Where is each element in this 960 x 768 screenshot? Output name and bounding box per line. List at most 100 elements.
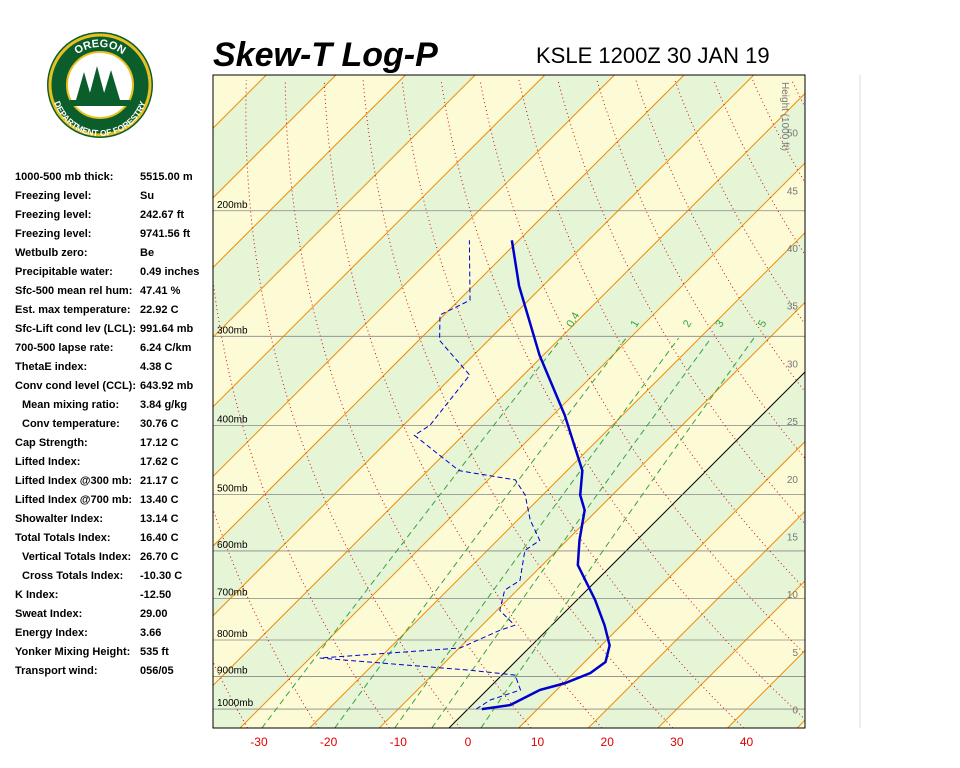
index-value: 3.66: [140, 627, 161, 639]
index-label: Showalter Index:: [15, 513, 103, 525]
y2-tick-label: 35: [787, 302, 799, 313]
isotherm: [213, 75, 406, 269]
isotherm: [213, 75, 476, 338]
isotherm: [587, 510, 805, 728]
isotherm: [518, 440, 805, 728]
index-value: 13.40 C: [140, 494, 179, 506]
index-value: -10.30 C: [140, 570, 182, 582]
isotherm: [213, 75, 685, 547]
index-label: Energy Index:: [15, 627, 88, 639]
mixing-ratio-label: 5: [756, 318, 769, 329]
isotherm: [213, 75, 337, 199]
index-value: 26.70 C: [140, 551, 179, 563]
index-value: 991.64 mb: [140, 323, 193, 335]
isotherm: [239, 162, 805, 728]
y-tick-label: 700mb: [217, 588, 248, 599]
x-tick-label: -10: [390, 735, 408, 749]
y2-tick-label: 20: [787, 475, 799, 486]
dry-adiabat: [245, 79, 461, 728]
dry-adiabat: [674, 79, 805, 325]
x-tick-label: -30: [250, 735, 268, 749]
x-tick-label: 20: [601, 735, 615, 749]
y2-tick-label: 0: [792, 706, 798, 717]
isotherm: [213, 75, 755, 617]
index-label: Lifted Index @300 mb:: [15, 475, 132, 487]
index-value: Su: [140, 190, 154, 202]
index-label: Vertical Totals Index:: [22, 551, 131, 563]
isotherm: [657, 580, 805, 728]
index-label: 1000-500 mb thick:: [15, 171, 113, 183]
index-value: 9741.56 ft: [140, 228, 190, 240]
isotherm-band: [213, 75, 805, 686]
index-value: 535 ft: [140, 646, 169, 658]
logo-trees: [76, 66, 120, 100]
index-label: Sfc-Lift cond lev (LCL):: [15, 323, 136, 335]
index-label: Freezing level:: [15, 228, 91, 240]
index-label: Precipitable water:: [15, 266, 113, 278]
y2-axis-label: Height (1000 ft): [779, 82, 790, 151]
index-value: 242.67 ft: [140, 209, 184, 221]
dry-adiabat: [479, 79, 805, 655]
isotherm: [867, 75, 960, 728]
index-label: Freezing level:: [15, 209, 91, 221]
index-label: 700-500 lapse rate:: [15, 342, 113, 354]
y-tick-label: 900mb: [217, 665, 248, 676]
logo-top-text: OREGON: [72, 38, 127, 57]
index-value: -12.50: [140, 589, 171, 601]
index-label: Sweat Index:: [15, 608, 82, 620]
dry-adiabat: [909, 80, 960, 728]
index-label: Conv cond level (CCL):: [15, 380, 136, 392]
index-value: 0.49 inches: [140, 266, 199, 278]
y2-tick-label: 50: [787, 129, 799, 140]
index-value: 30.76 C: [140, 418, 179, 430]
index-label: Est. max temperature:: [15, 304, 131, 316]
y2-tick-label: 25: [787, 417, 799, 428]
logo-border: [48, 33, 152, 137]
axes: 1000mb 900mb 800mb 700mb 600mb 500mb 400mb 300m…: [217, 82, 798, 749]
x-tick-label: 40: [740, 735, 754, 749]
index-value: 22.92 C: [140, 304, 179, 316]
index-label: ThetaE index:: [15, 361, 87, 373]
index-value: 17.12 C: [140, 437, 179, 449]
index-value: 17.62 C: [140, 456, 179, 468]
index-label: Lifted Index:: [15, 456, 80, 468]
index-label: Sfc-500 mean rel hum:: [15, 285, 132, 297]
isotherm-band: [213, 93, 805, 728]
isotherm: [378, 301, 805, 728]
y2-tick-label: 5: [792, 648, 798, 659]
y-tick-label: 500mb: [217, 483, 248, 494]
index-value: 3.84 g/kg: [140, 399, 187, 411]
y2-tick-label: 30: [787, 359, 799, 370]
mixing-ratio-label: 1: [628, 318, 641, 329]
y-tick-label: 400mb: [217, 414, 248, 425]
index-label: Cap Strength:: [15, 437, 88, 449]
dry-adiabat: [213, 277, 390, 728]
index-label: Transport wind:: [15, 665, 98, 677]
x-tick-label: 10: [531, 735, 545, 749]
y-tick-label: 800mb: [217, 629, 248, 640]
y-tick-label: 1000mb: [217, 698, 254, 709]
temperature-line: [481, 240, 611, 711]
x-tick-label: 0: [465, 735, 472, 749]
mixing-ratio-line: [261, 337, 563, 728]
x-tick-label: 30: [670, 735, 684, 749]
mixing-ratio-line: [394, 337, 680, 728]
dry-adiabat: [870, 80, 960, 728]
zero-isotherm: [448, 371, 805, 728]
y-tick-label: 300mb: [217, 325, 248, 336]
index-value: 21.17 C: [140, 475, 179, 487]
index-value: Be: [140, 247, 154, 259]
index-value: 056/05: [140, 665, 174, 677]
isotherm: [213, 75, 546, 408]
y2-tick-label: 15: [787, 532, 799, 543]
index-label: K Index:: [15, 589, 58, 601]
y2-tick-label: 45: [787, 186, 799, 197]
isotherm-band: [797, 720, 805, 728]
index-label: Conv temperature:: [22, 418, 120, 430]
plot-lines: 0.4 1 2 3 5: [213, 75, 960, 728]
index-value: 6.24 C/km: [140, 342, 192, 354]
isotherm: [213, 92, 805, 687]
index-label: Lifted Index @700 mb:: [15, 494, 132, 506]
index-label: Mean mixing ratio:: [22, 399, 119, 411]
